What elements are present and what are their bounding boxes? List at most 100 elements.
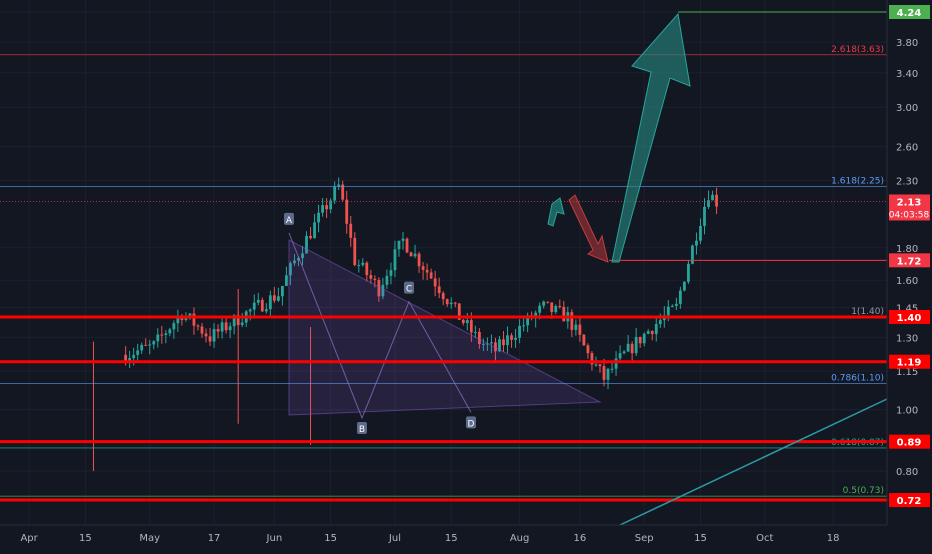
y-tick-label: 3.80 xyxy=(896,38,918,49)
candle-body xyxy=(321,205,324,213)
candle-body xyxy=(642,333,646,344)
x-tick-label: 15 xyxy=(324,533,337,544)
candle-body xyxy=(558,306,562,308)
candle-body xyxy=(490,342,493,344)
candle-body xyxy=(586,345,590,354)
candle-body xyxy=(204,333,208,337)
pattern-point-a xyxy=(284,212,294,225)
candle-body xyxy=(256,299,260,303)
candle-body xyxy=(156,334,160,342)
sr-price-tag-text: 0.89 xyxy=(897,438,922,449)
candle-body xyxy=(268,295,272,310)
candle-body xyxy=(562,306,566,322)
candle-body xyxy=(429,272,433,279)
x-tick-label: Oct xyxy=(756,533,773,544)
candle-body xyxy=(309,235,312,239)
target-arrow xyxy=(611,12,691,263)
candle-body xyxy=(494,342,497,352)
candle-body xyxy=(353,237,357,265)
current-price-tag-countdown: 04:03:58 xyxy=(889,210,930,220)
candle-body xyxy=(542,301,546,306)
candle-body xyxy=(626,343,630,352)
candle-body xyxy=(405,238,409,253)
candle-body xyxy=(441,293,445,300)
y-tick-label: 1.15 xyxy=(896,367,918,378)
target-price-tag xyxy=(889,253,930,268)
sr-price-tag-text: 0.72 xyxy=(897,496,922,507)
candle-body xyxy=(341,184,345,200)
x-tick-label: Sep xyxy=(635,533,654,544)
fib-label: 1.618(2.25) xyxy=(831,176,884,186)
candle-body xyxy=(365,262,369,276)
x-tick-label: 16 xyxy=(574,533,587,544)
candle-body xyxy=(482,343,485,345)
x-tick-label: Aug xyxy=(510,533,530,544)
candle-body xyxy=(683,281,686,291)
candle-body xyxy=(622,351,626,354)
candle-body xyxy=(305,235,308,254)
candle-body xyxy=(582,334,586,346)
candle-body xyxy=(361,262,365,265)
candle-body xyxy=(208,336,212,342)
candle-body xyxy=(461,319,465,324)
candle-body xyxy=(695,240,698,246)
candle-body xyxy=(381,284,385,297)
candle-body xyxy=(546,301,550,303)
y-tick-label: 1.60 xyxy=(896,276,918,287)
candle-body xyxy=(164,333,168,335)
candle-body xyxy=(437,286,441,294)
breakout-arrow xyxy=(547,197,565,227)
candle-body xyxy=(610,368,614,370)
fib-label: 0.786(1.10) xyxy=(831,373,884,383)
candle-body xyxy=(703,206,706,226)
candle-body xyxy=(598,364,602,367)
time-axis xyxy=(0,525,932,550)
candle-body xyxy=(687,263,690,282)
candle-body xyxy=(554,306,558,313)
y-tick-label: 3.00 xyxy=(896,103,918,114)
pattern-point-label-d: D xyxy=(468,419,475,429)
candle-body xyxy=(618,353,622,359)
candle-body xyxy=(711,194,714,201)
candle-body xyxy=(313,222,316,239)
y-tick-label: 0.80 xyxy=(896,467,918,478)
candle-body xyxy=(638,336,642,344)
candle-body xyxy=(417,253,421,267)
candle-body xyxy=(510,335,513,340)
candle-body xyxy=(172,323,176,330)
candle-body xyxy=(200,326,204,334)
pattern-point-label-c: C xyxy=(406,285,412,295)
candle-body xyxy=(445,299,449,305)
candle-body xyxy=(654,324,658,335)
candle-body xyxy=(168,329,172,334)
candle-body xyxy=(224,322,228,331)
candle-body xyxy=(469,320,473,333)
pattern-point-c xyxy=(404,281,414,294)
candle-body xyxy=(357,264,361,266)
candle-body xyxy=(498,339,501,352)
fib-label: 0.5(0.73) xyxy=(843,486,884,496)
y-tick-label: 1.45 xyxy=(896,303,918,314)
candle-body xyxy=(453,302,457,304)
candle-body xyxy=(192,313,196,326)
fib-label: 2.618(3.63) xyxy=(831,45,884,55)
candle-body xyxy=(457,303,461,320)
candle-body xyxy=(260,299,264,312)
candle-body xyxy=(188,313,192,317)
x-tick-label: 15 xyxy=(694,533,707,544)
candle-body xyxy=(285,275,288,286)
candle-body xyxy=(602,366,606,380)
candle-body xyxy=(538,305,542,313)
candles xyxy=(92,177,718,472)
candle-body xyxy=(276,296,280,301)
candle-body xyxy=(228,326,232,331)
candle-body xyxy=(473,331,477,333)
abcd-path xyxy=(288,232,472,420)
sr-price-tag xyxy=(889,434,930,449)
candle-body xyxy=(465,320,469,324)
candle-body xyxy=(477,331,481,344)
candle-body xyxy=(634,336,638,354)
pattern-point-label-b: B xyxy=(359,425,365,435)
